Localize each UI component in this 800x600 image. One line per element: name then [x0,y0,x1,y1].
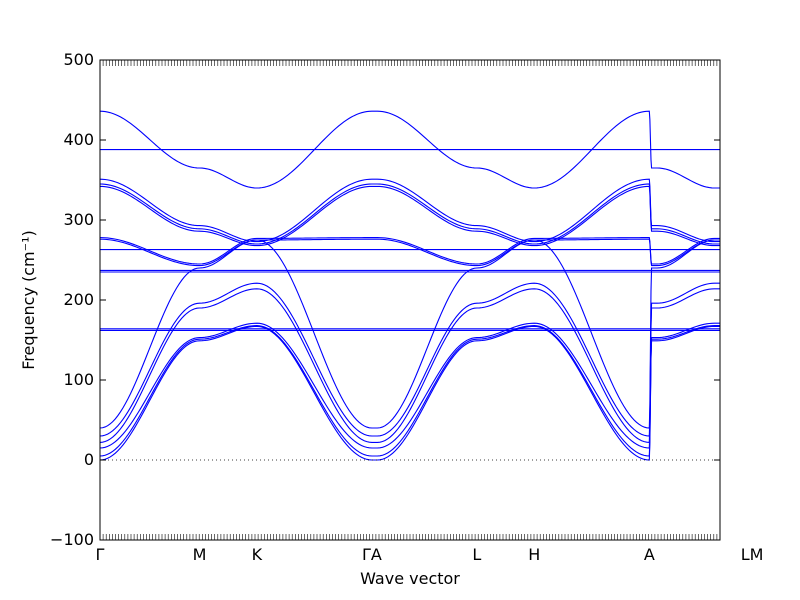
x-tick-label: L [472,545,481,564]
y-tick-labels: −100 0 100 200 300 400 500 [50,50,94,549]
band-line-18 [99,325,720,461]
x-tick-label: M [193,545,207,564]
y-tick-label: 200 [63,290,94,309]
x-tick-label: A [644,545,655,564]
x-tick-labels: ΓMKΓALHALMKH [96,545,764,564]
y-tick-label: 0 [84,450,94,469]
band-line-1 [99,110,720,189]
plot-frame [99,59,721,541]
band-lines [99,110,720,461]
band-line-16 [99,322,720,449]
band-line-5 [99,185,720,247]
x-tick-label: K [252,545,263,564]
y-tick-label: 400 [63,130,94,149]
y-axis-title: Frequency (cm⁻¹) [19,230,38,369]
band-line-11 [99,239,720,429]
x-tick-label: Γ [96,545,105,564]
axis-ticks [99,59,721,541]
band-line-6 [99,237,720,265]
band-line-7 [99,238,720,267]
x-axis-title: Wave vector [360,569,460,588]
band-line-4 [99,183,720,245]
y-tick-label: 300 [63,210,94,229]
x-tick-label: ΓA [362,545,382,564]
band-line-13 [99,288,720,443]
band-line-12 [99,282,720,437]
x-tick-label: LM [741,545,764,564]
y-tick-label: 100 [63,370,94,389]
x-tick-label: H [528,545,540,564]
y-tick-label: −100 [50,530,94,549]
band-line-17 [99,325,720,457]
band-line-3 [99,178,720,243]
y-tick-label: 500 [63,50,94,69]
